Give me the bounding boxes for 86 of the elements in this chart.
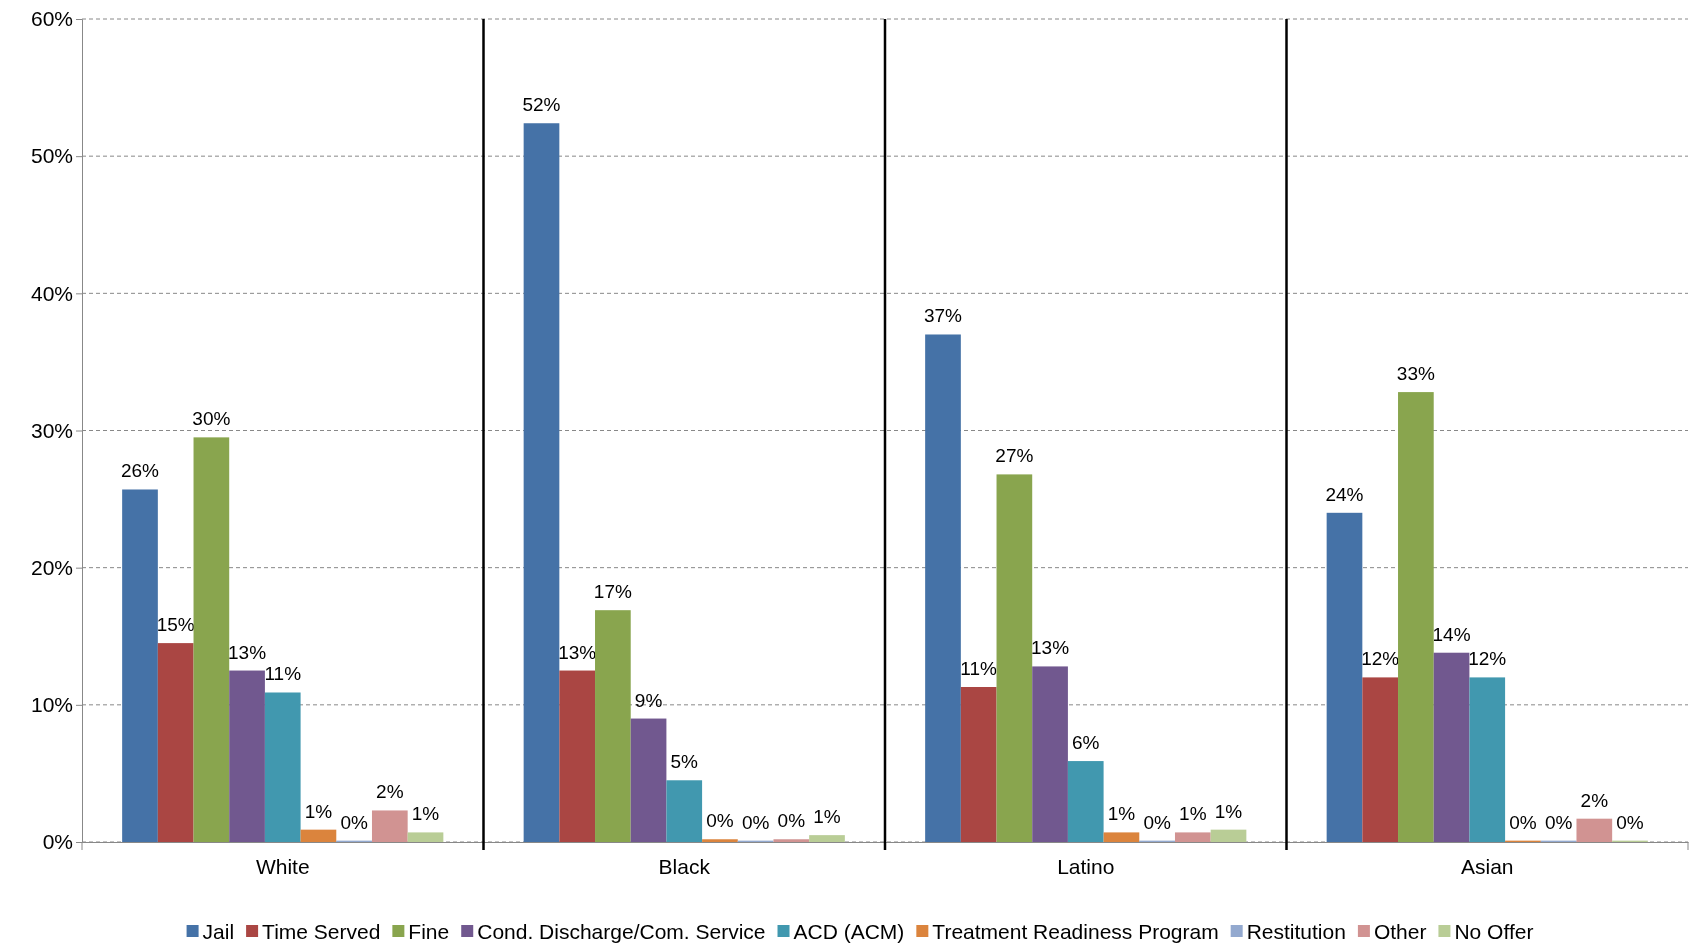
data-label: 33% xyxy=(1396,363,1435,385)
legend-label: Treatment Readiness Program xyxy=(932,920,1219,944)
data-label: 6% xyxy=(1072,732,1100,754)
bar xyxy=(925,334,961,842)
data-label: 5% xyxy=(670,751,699,773)
data-label: 1% xyxy=(304,800,333,822)
data-label: 14% xyxy=(1432,623,1471,645)
bar xyxy=(300,829,337,842)
bar xyxy=(193,437,230,842)
legend-label: Fine xyxy=(408,920,450,944)
legend-label: No Offer xyxy=(1454,920,1534,944)
data-label: 1% xyxy=(411,803,440,825)
bar xyxy=(1433,652,1470,842)
data-label: 9% xyxy=(634,689,663,711)
bar xyxy=(1398,392,1434,842)
bar xyxy=(1576,818,1613,842)
bar xyxy=(229,670,265,842)
bar xyxy=(371,810,408,842)
y-tick-label: 20% xyxy=(30,555,73,579)
y-tick-label: 10% xyxy=(30,693,73,717)
data-label: 1% xyxy=(813,806,841,828)
bar xyxy=(1362,677,1399,842)
legend-label: Time Served xyxy=(262,920,381,944)
bar xyxy=(1103,832,1140,842)
data-label: 0% xyxy=(340,811,368,833)
data-label: 26% xyxy=(120,460,160,482)
data-label: 15% xyxy=(156,614,195,636)
data-label: 11% xyxy=(264,663,302,685)
data-label: 0% xyxy=(777,810,806,832)
data-label: 13% xyxy=(558,641,597,663)
legend-label: Cond. Discharge/Com. Service xyxy=(477,920,766,944)
x-tick-label: Latino xyxy=(1057,855,1115,879)
y-tick-label: 50% xyxy=(30,144,73,168)
bar xyxy=(1469,677,1506,842)
bar xyxy=(1210,829,1247,842)
legend-label: Jail xyxy=(202,920,235,944)
bar xyxy=(809,835,845,842)
data-label: 1% xyxy=(1179,803,1207,825)
data-label: 0% xyxy=(741,811,770,833)
data-label: 11% xyxy=(960,658,998,679)
data-label: 12% xyxy=(1468,648,1507,670)
bar xyxy=(1067,761,1104,842)
bar xyxy=(1326,512,1363,842)
data-label: 0% xyxy=(1509,811,1537,833)
bar xyxy=(1032,666,1068,842)
bar xyxy=(666,780,703,842)
bar xyxy=(773,839,810,842)
bar xyxy=(122,489,158,842)
data-label: 17% xyxy=(593,581,632,603)
data-label: 0% xyxy=(1616,811,1644,833)
legend-label: Other xyxy=(1373,920,1427,944)
x-tick-label: Asian xyxy=(1460,855,1514,879)
bar xyxy=(996,474,1033,842)
data-label: 13% xyxy=(228,641,267,663)
data-label: 37% xyxy=(923,305,963,327)
data-label: 30% xyxy=(192,408,231,430)
y-tick-label: 60% xyxy=(30,7,73,31)
bar xyxy=(407,832,444,842)
data-label: 1% xyxy=(1107,803,1136,825)
bar xyxy=(264,692,301,842)
x-tick-label: Black xyxy=(658,855,711,879)
data-label: 1% xyxy=(1214,800,1243,822)
y-tick-label: 0% xyxy=(42,830,73,854)
bar xyxy=(702,839,738,842)
bar xyxy=(1174,832,1211,842)
data-label: 52% xyxy=(522,94,561,116)
legend-label: ACD (ACM) xyxy=(793,920,905,944)
data-label: 13% xyxy=(1031,637,1070,659)
bar xyxy=(595,610,631,842)
bar xyxy=(523,123,560,842)
bar xyxy=(559,670,596,842)
data-label: 24% xyxy=(1325,483,1364,505)
data-label: 2% xyxy=(376,781,404,803)
data-label: 12% xyxy=(1361,648,1400,670)
data-label: 0% xyxy=(706,810,734,832)
x-tick-label: White xyxy=(255,855,310,879)
data-label: 27% xyxy=(995,445,1034,467)
bar xyxy=(630,718,667,842)
y-tick-label: 40% xyxy=(30,281,73,305)
data-label: 0% xyxy=(1143,811,1171,833)
data-label: 2% xyxy=(1580,789,1609,811)
legend-label: Restitution xyxy=(1246,920,1346,944)
bar xyxy=(157,643,194,842)
bar xyxy=(960,687,997,842)
data-label: 0% xyxy=(1544,811,1573,833)
y-tick-label: 30% xyxy=(30,418,73,442)
